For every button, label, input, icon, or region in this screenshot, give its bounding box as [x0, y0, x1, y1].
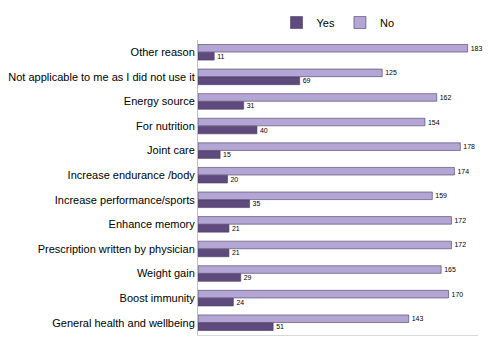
svg-text:15: 15: [223, 151, 231, 158]
svg-text:174: 174: [457, 168, 469, 175]
svg-text:125: 125: [385, 69, 397, 76]
svg-text:No: No: [380, 17, 394, 29]
svg-text:24: 24: [236, 299, 244, 306]
svg-text:51: 51: [276, 323, 284, 330]
svg-text:Enhance memory: Enhance memory: [109, 218, 196, 230]
svg-text:20: 20: [230, 176, 238, 183]
svg-text:Increase performance/sports: Increase performance/sports: [55, 194, 196, 206]
svg-text:Increase endurance /body: Increase endurance /body: [68, 169, 196, 181]
svg-text:162: 162: [440, 94, 452, 101]
svg-text:35: 35: [253, 200, 261, 207]
svg-text:Weight gain: Weight gain: [137, 267, 195, 279]
svg-text:172: 172: [454, 241, 466, 248]
svg-text:170: 170: [452, 291, 464, 298]
svg-text:Other reason: Other reason: [131, 46, 195, 58]
svg-text:21: 21: [232, 225, 240, 232]
svg-text:154: 154: [428, 119, 440, 126]
svg-text:Prescription written by physic: Prescription written by physician: [38, 243, 195, 255]
svg-text:For nutrition: For nutrition: [136, 120, 195, 132]
svg-text:General health and wellbeing: General health and wellbeing: [52, 317, 195, 329]
svg-text:Joint care: Joint care: [147, 144, 195, 156]
svg-text:31: 31: [247, 102, 255, 109]
svg-text:165: 165: [444, 266, 456, 273]
svg-text:11: 11: [217, 53, 224, 60]
svg-text:Not applicable to me as I did: Not applicable to me as I did not use it: [8, 71, 195, 83]
svg-text:69: 69: [303, 77, 311, 84]
svg-text:143: 143: [412, 315, 424, 322]
svg-text:Yes: Yes: [317, 17, 335, 29]
svg-text:40: 40: [260, 127, 268, 134]
svg-text:159: 159: [435, 192, 447, 199]
svg-text:Boost immunity: Boost immunity: [120, 292, 196, 304]
svg-text:172: 172: [454, 217, 466, 224]
svg-text:Energy source: Energy source: [124, 95, 195, 107]
svg-text:21: 21: [232, 249, 240, 256]
svg-text:29: 29: [244, 274, 252, 281]
svg-text:178: 178: [463, 143, 475, 150]
svg-text:183: 183: [471, 45, 483, 52]
